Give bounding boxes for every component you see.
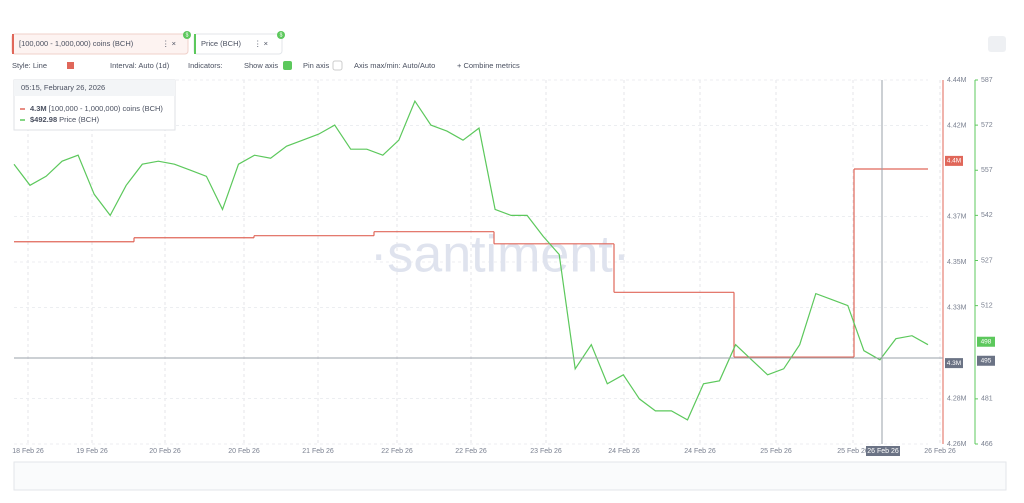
value-tag-text: 495 bbox=[981, 357, 992, 364]
x-tick-label: 26 Feb 26 bbox=[924, 448, 956, 455]
x-tick-label: 25 Feb 26 bbox=[837, 448, 869, 455]
x-tick-label: 22 Feb 26 bbox=[455, 448, 487, 455]
value-tag bbox=[945, 358, 963, 369]
x-tick-label: 23 Feb 26 bbox=[530, 448, 562, 455]
show-axis-label: Show axis bbox=[244, 61, 278, 70]
x-tick-label: 24 Feb 26 bbox=[684, 448, 716, 455]
y-tick-label: 4.28M bbox=[947, 395, 967, 402]
y2-tick-label: 542 bbox=[981, 212, 993, 219]
value-tag bbox=[977, 336, 995, 347]
indicators-select[interactable]: Indicators: bbox=[188, 61, 223, 70]
crosshair-date: 26 Feb 26 bbox=[867, 448, 899, 455]
y-tick-label: 4.42M bbox=[947, 122, 967, 129]
chip-accent bbox=[12, 34, 14, 54]
settings-button[interactable] bbox=[988, 36, 1006, 52]
badge-text: $ bbox=[186, 32, 189, 38]
badge-text: $ bbox=[280, 32, 283, 38]
tooltip-name: [100,000 - 1,000,000) coins (BCH) bbox=[49, 104, 164, 113]
tooltip-header bbox=[14, 80, 175, 96]
plot: 18 Feb 26 19 Feb 26 20 Feb 26 20 Feb 26 21 F… bbox=[12, 77, 995, 456]
tooltip: 05:15, February 26, 2026 4.3M [100,000 - … bbox=[13, 79, 176, 131]
tooltip-name: Price (BCH) bbox=[59, 115, 100, 124]
y-tick-label: 4.37M bbox=[947, 213, 967, 220]
y-tick-label: 4.44M bbox=[947, 77, 967, 84]
value-tag bbox=[945, 155, 963, 166]
y2-tick-label: 466 bbox=[981, 441, 993, 448]
badge bbox=[183, 31, 191, 39]
tooltip-date: 05:15, February 26, 2026 bbox=[21, 83, 105, 92]
x-tick-label: 20 Feb 26 bbox=[228, 448, 260, 455]
tooltip-value: 4.3M bbox=[30, 104, 47, 113]
watermark: ·santiment· bbox=[370, 226, 630, 284]
y2-tick-label: 481 bbox=[981, 396, 993, 403]
y2-tick-label: 587 bbox=[981, 77, 993, 84]
x-tick-label: 18 Feb 26 bbox=[12, 448, 44, 455]
show-axis-checkbox[interactable] bbox=[283, 61, 292, 70]
value-tag-text: 4.4M bbox=[947, 158, 961, 165]
x-tick-label: 22 Feb 26 bbox=[381, 448, 413, 455]
y-tick-label: 4.33M bbox=[947, 304, 967, 311]
value-tag bbox=[977, 355, 995, 366]
metric-label: Price (BCH) bbox=[201, 39, 242, 48]
chip-menu[interactable]: ⋮ × bbox=[254, 39, 268, 48]
interval-select[interactable]: Interval: Auto (1d) bbox=[110, 61, 170, 70]
color-picker[interactable] bbox=[67, 62, 74, 69]
y2-tick-label: 527 bbox=[981, 257, 993, 264]
y2-tick-label: 512 bbox=[981, 302, 993, 309]
pin-axis-checkbox[interactable] bbox=[332, 60, 343, 71]
x-tick-label: 24 Feb 26 bbox=[608, 448, 640, 455]
y-tick-label: 4.35M bbox=[947, 259, 967, 266]
badge bbox=[277, 31, 285, 39]
value-tag-text: 4.3M bbox=[947, 360, 961, 367]
x-tick-label: 21 Feb 26 bbox=[302, 448, 334, 455]
chip-menu[interactable]: ⋮ × bbox=[162, 39, 176, 48]
y-tick-label: 4.26M bbox=[947, 441, 967, 448]
metric-label: [100,000 - 1,000,000) coins (BCH) bbox=[19, 39, 134, 48]
x-tick-label: 20 Feb 26 bbox=[149, 448, 181, 455]
axis-minmax-select[interactable]: Axis max/min: Auto/Auto bbox=[354, 61, 435, 70]
price-line bbox=[13, 99, 929, 421]
navigator[interactable] bbox=[13, 461, 1007, 491]
x-tick-label: 25 Feb 26 bbox=[760, 448, 792, 455]
value-tag-text: 498 bbox=[981, 338, 992, 345]
x-tick-label: 19 Feb 26 bbox=[76, 448, 108, 455]
pin-axis-label: Pin axis bbox=[303, 61, 330, 70]
crosshair-date-bg bbox=[866, 446, 900, 456]
tooltip-value: $492.98 bbox=[30, 115, 57, 124]
style-select[interactable]: Style: Line bbox=[12, 61, 47, 70]
combine-metrics[interactable]: + Combine metrics bbox=[457, 61, 520, 70]
chip-accent bbox=[194, 34, 196, 54]
y2-tick-label: 557 bbox=[981, 167, 993, 174]
y2-tick-label: 572 bbox=[981, 122, 993, 129]
